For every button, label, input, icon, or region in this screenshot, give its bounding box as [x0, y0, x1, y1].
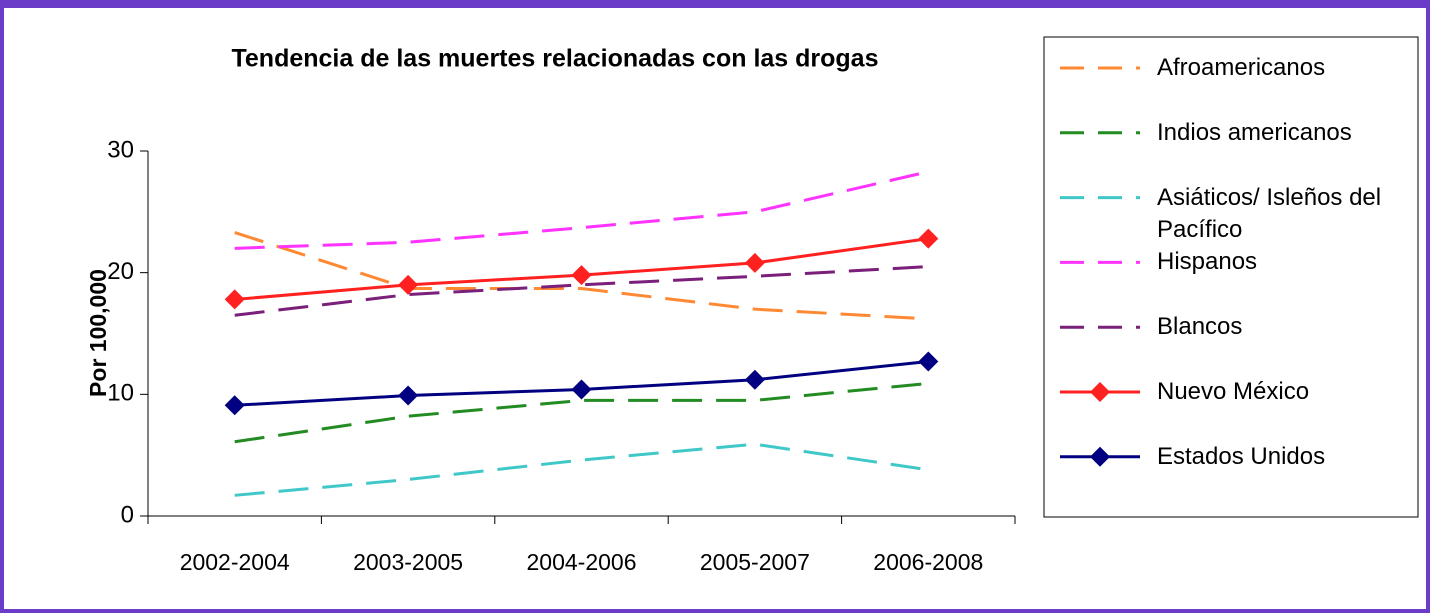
- legend-marker: [1090, 446, 1110, 467]
- legend-label: Nuevo México: [1157, 378, 1310, 405]
- x-tick-label: 2002-2004: [180, 549, 290, 575]
- series-marker: [571, 379, 592, 400]
- legend-label: Hispanos: [1157, 248, 1258, 276]
- y-tick-label: 0: [121, 501, 134, 528]
- x-tick-label: 2004-2006: [527, 549, 637, 575]
- bottom-border: [0, 609, 1430, 613]
- series-line: [234, 442, 929, 497]
- series-line: [234, 381, 929, 444]
- legend-label: Estados Unidos: [1157, 442, 1326, 470]
- legend-label: Blancos: [1157, 313, 1243, 341]
- series-marker: [571, 265, 592, 286]
- series-line: [234, 170, 929, 250]
- series-marker: [224, 395, 245, 416]
- legend-label: Asiáticos/ Isleños del Pacífico: [1157, 183, 1382, 243]
- x-tick-label: 2005-2007: [700, 549, 810, 575]
- legend-label: Indios americanos: [1157, 118, 1352, 146]
- chart-title: Tendencia de las muertes relacionadas co…: [231, 45, 878, 73]
- x-tick-label: 2003-2005: [353, 549, 463, 575]
- y-tick-label: 20: [107, 258, 134, 285]
- series-marker: [918, 351, 939, 372]
- series-marker: [744, 252, 765, 273]
- left-border: [0, 0, 4, 613]
- series-marker: [744, 369, 765, 390]
- x-tick-label: 2006-2008: [873, 549, 983, 575]
- series-line: [234, 265, 929, 317]
- right-border: [1426, 0, 1430, 613]
- series-marker: [398, 274, 419, 295]
- y-axis-label: Por 100,000: [85, 269, 111, 397]
- series-line: [234, 231, 929, 321]
- series-marker: [398, 385, 419, 406]
- y-tick-label: 30: [107, 136, 134, 163]
- series-marker: [224, 289, 245, 310]
- y-tick-label: 10: [107, 380, 134, 407]
- legend-marker: [1090, 382, 1110, 402]
- legend-label: Afroamericanos: [1157, 54, 1326, 81]
- series-marker: [918, 228, 939, 249]
- legend-box: [1043, 36, 1419, 518]
- top-border: [0, 0, 1430, 8]
